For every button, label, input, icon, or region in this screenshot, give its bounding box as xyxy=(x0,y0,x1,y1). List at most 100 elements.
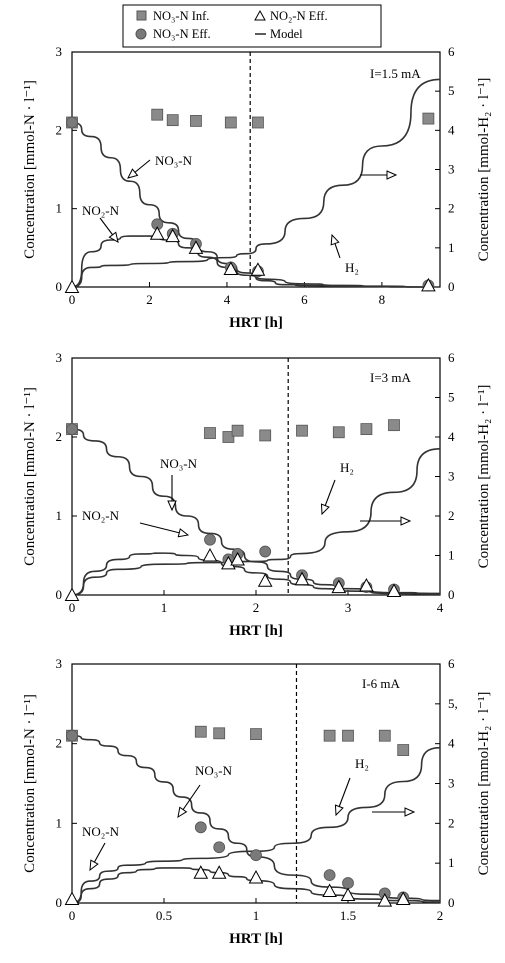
data-point-no2-eff xyxy=(64,587,80,601)
arrow-head xyxy=(108,231,119,243)
x-tick-label: 4 xyxy=(224,292,231,307)
annotation-label: NO₂-N xyxy=(82,203,120,218)
legend: NO₃-N Inf. NO₂-N Eff. NO₃-N Eff. Model xyxy=(122,4,382,48)
y2-tick-label: 2 xyxy=(448,201,455,216)
arrow-head xyxy=(400,516,412,526)
data-point-no3-inf xyxy=(250,728,262,741)
annotation-label: NO₂-N xyxy=(82,824,120,839)
legend-square-marker xyxy=(136,10,147,21)
data-point-no3-inf xyxy=(224,116,237,129)
model-curve-h xyxy=(71,746,441,904)
legend-label-model: Model xyxy=(270,27,303,41)
x-tick-label: 2 xyxy=(253,600,260,615)
data-point-no2-eff xyxy=(165,228,181,243)
annotation-label: H₂ xyxy=(345,260,359,275)
data-point-no3-eff xyxy=(66,423,78,436)
data-point-no2-eff xyxy=(248,869,264,884)
arrow-head xyxy=(167,500,177,512)
data-point-no3-eff xyxy=(323,869,336,882)
data-point-no3-eff xyxy=(259,545,272,558)
data-point-no2-eff xyxy=(257,573,273,587)
y2-axis-label: Concentration [mmol-H₂ · l⁻¹] xyxy=(476,692,492,876)
annotation-label: NO₃-N xyxy=(160,456,198,471)
data-point-no3-inf xyxy=(332,426,345,439)
model-curve-h xyxy=(71,78,441,288)
y-tick-label: 3 xyxy=(56,44,63,59)
legend-triangle-marker xyxy=(254,9,266,21)
arrow-head xyxy=(320,503,330,516)
data-point-no3-inf xyxy=(422,112,435,125)
data-point-no2-eff xyxy=(331,579,347,594)
arrow-head xyxy=(330,233,340,246)
y-tick-label: 1 xyxy=(56,815,63,830)
y2-tick-label: 4 xyxy=(448,122,455,137)
data-point-no3-eff xyxy=(213,841,226,854)
annotation-label: H₂ xyxy=(340,460,354,475)
data-point-no2-eff xyxy=(359,577,374,592)
model-curve-non xyxy=(71,235,429,288)
x-tick-label: 2 xyxy=(146,292,153,307)
data-point-no2-eff xyxy=(193,865,209,879)
x-tick-label: 3 xyxy=(345,600,352,615)
plot-frame xyxy=(71,357,441,596)
x-tick-label: 0.5 xyxy=(156,908,172,923)
model-curve-non xyxy=(71,121,429,288)
data-point-no2-eff xyxy=(64,891,80,906)
x-tick-label: 0 xyxy=(69,908,76,923)
y-tick-label: 2 xyxy=(56,429,63,444)
data-point-no3-inf xyxy=(222,431,235,443)
y2-tick-label: 2 xyxy=(448,508,455,523)
legend-circle-marker xyxy=(135,28,147,40)
data-point-no2-eff xyxy=(230,551,245,566)
y2-tick-label: 0 xyxy=(448,279,455,294)
y2-axis-label: Concentration [mmol-H₂ · l⁻¹] xyxy=(476,385,492,569)
model-curve-non xyxy=(71,552,441,596)
legend-label-no3-inf: NO₃-N Inf. xyxy=(153,9,209,23)
x-axis-label: HRT [h] xyxy=(229,315,283,331)
data-point-no3-inf xyxy=(388,419,400,432)
plot-frame xyxy=(71,663,441,904)
plot-frame xyxy=(71,51,441,288)
x-axis-label: HRT [h] xyxy=(229,623,283,639)
y2-tick-label: 4 xyxy=(448,429,455,444)
y-tick-label: 0 xyxy=(56,895,63,910)
y-tick-label: 1 xyxy=(56,201,63,216)
y-axis-label: Concentration [mmol-N · l⁻¹] xyxy=(22,387,38,566)
y2-tick-label: 1 xyxy=(448,548,455,563)
data-point-no2-eff xyxy=(386,583,402,598)
data-point-no3-inf xyxy=(194,725,207,738)
data-point-no3-eff xyxy=(66,116,78,129)
data-point-no2-eff xyxy=(149,226,165,240)
data-point-no2-eff xyxy=(64,279,80,293)
arrow-head xyxy=(127,168,139,179)
data-point-no2-eff xyxy=(188,240,204,254)
data-point-no3-inf xyxy=(342,729,354,742)
y-axis-label: Concentration [mmol-N · l⁻¹] xyxy=(22,694,38,873)
model-curve-h xyxy=(71,448,441,596)
data-point-no3-inf xyxy=(231,424,244,437)
y2-tick-label: 6 xyxy=(448,44,455,59)
arrow-head xyxy=(177,806,188,819)
data-point-no2-eff xyxy=(395,891,411,906)
arrow-head xyxy=(334,804,344,817)
x-tick-label: 4 xyxy=(437,600,444,615)
x-tick-label: 1.5 xyxy=(340,908,356,923)
y2-tick-label: 6 xyxy=(448,656,455,671)
x-tick-label: 1 xyxy=(161,600,168,615)
data-point-no3-inf xyxy=(323,729,336,742)
y2-tick-label: 0 xyxy=(448,895,455,910)
data-point-no2-eff xyxy=(322,883,337,898)
data-point-no3-inf xyxy=(259,429,272,442)
annotation-label: NO₃-N xyxy=(195,763,233,778)
y-tick-label: 1 xyxy=(56,508,63,523)
y2-tick-label: 2 xyxy=(448,815,455,830)
y2-tick-label: 5, xyxy=(448,696,458,711)
data-point-no2-eff xyxy=(202,547,218,562)
data-point-no3-eff xyxy=(204,533,216,546)
data-point-no2-eff xyxy=(250,262,266,276)
data-point-no3-inf xyxy=(252,116,264,129)
x-tick-label: 0 xyxy=(69,600,76,615)
